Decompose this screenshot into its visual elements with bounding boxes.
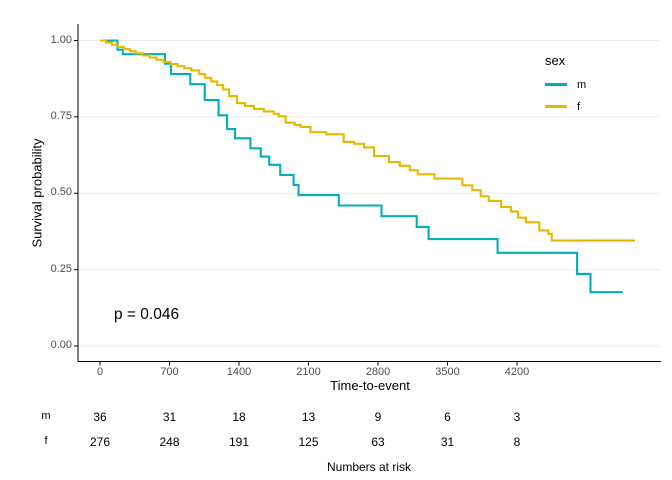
p-value-annotation: p = 0.046	[114, 306, 180, 323]
risk-count: 36	[93, 410, 107, 424]
risk-count: 6	[444, 410, 451, 424]
risk-count: 248	[159, 435, 180, 449]
risk-table-caption: Numbers at risk	[326, 460, 412, 474]
risk-count: 13	[301, 410, 316, 424]
x-tick-label: 1400	[226, 366, 252, 378]
y-tick-label: 1.00	[50, 33, 72, 46]
legend-item-m-label: m	[577, 78, 587, 91]
legend-item-f-label: f	[577, 100, 581, 113]
risk-count: 63	[371, 435, 385, 449]
x-tick-label: 0	[96, 366, 104, 378]
risk-count: 9	[374, 410, 382, 424]
risk-count: 191	[228, 435, 250, 449]
x-tick-label: 2100	[296, 366, 321, 378]
risk-count: 125	[298, 435, 319, 449]
survival-curve-f	[100, 39, 636, 242]
y-tick-label: 0.75	[50, 109, 72, 122]
risk-count: 3	[513, 410, 521, 424]
legend-item-f: f	[545, 100, 586, 113]
risk-count: 31	[162, 410, 177, 424]
f-line-swatch	[545, 105, 567, 108]
y-tick-label: 0.50	[50, 186, 72, 199]
x-tick-label: 3500	[435, 366, 460, 378]
risk-count: 18	[232, 410, 246, 424]
risk-row-label-m: m	[41, 410, 51, 422]
y-tick-label: 0.00	[50, 339, 72, 351]
risk-count: 276	[89, 435, 111, 449]
survival-curve-m	[100, 39, 623, 294]
risk-count: 31	[440, 435, 455, 449]
risk-row-label-f: f	[44, 435, 48, 447]
legend-item-m: m	[545, 78, 586, 91]
legend: sex m f	[545, 53, 586, 122]
risk-count: 8	[513, 435, 521, 449]
m-line-swatch	[545, 83, 567, 86]
x-axis-title: Time-to-event	[330, 378, 410, 393]
x-tick-label: 700	[160, 366, 179, 378]
y-tick-label: 0.25	[50, 262, 72, 275]
legend-title: sex	[545, 53, 566, 68]
x-tick-label: 2800	[365, 366, 391, 378]
x-tick-label: 4200	[504, 366, 530, 378]
